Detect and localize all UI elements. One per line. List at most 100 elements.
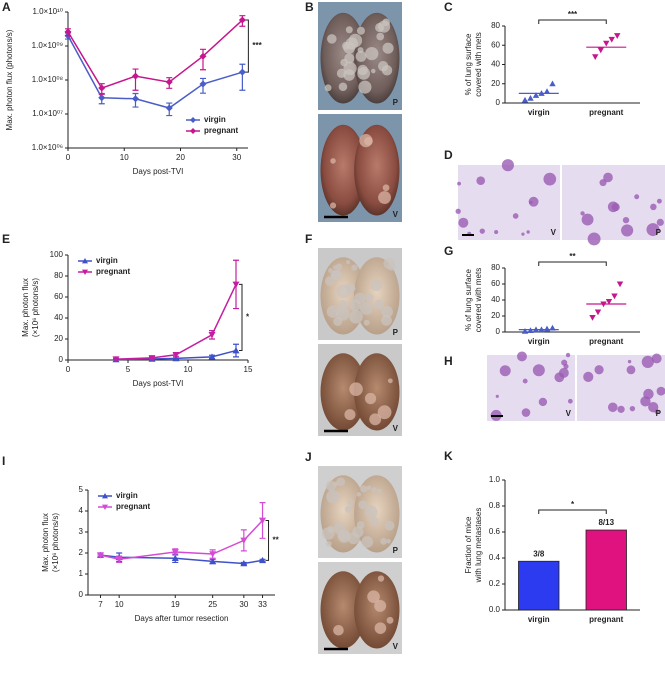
lung [320,124,366,216]
point [238,68,246,76]
legend-marker [190,128,196,134]
tumor-focus [650,203,657,211]
tumor-focus [641,355,654,369]
nodule [386,539,391,544]
tumor-focus [581,213,594,226]
point [532,92,540,98]
tumor-focus [521,232,525,236]
tumor-focus [603,172,613,183]
legend-label: pregnant [116,502,151,511]
nodule [346,260,351,265]
significance-label: *** [252,41,262,50]
nodule [370,517,379,526]
value-label: 3/8 [533,549,545,558]
nodule [337,530,351,543]
legend-label: virgin [116,491,138,500]
panel-letter: I [2,454,5,468]
nodule [382,184,390,192]
nodule [387,378,393,384]
photo: P [318,248,402,340]
point [597,47,604,54]
point [132,95,139,103]
photo-label: V [551,228,557,237]
nodule [333,316,343,326]
tumor-focus [499,365,511,377]
nodule [378,20,391,33]
tumor-focus [521,408,531,417]
nodule [326,489,340,504]
significance-bracket [538,509,607,515]
nodule [351,264,358,271]
nodule [343,41,356,54]
nodule [335,263,343,271]
tumor-focus [656,386,665,396]
nodule [338,82,348,92]
y-axis-label: (×10⁶ photons/s) [51,513,60,572]
point [608,36,615,43]
point [115,556,123,563]
point [98,94,106,102]
panel-letter: C [444,0,453,14]
x-tick-label: 30 [239,600,248,609]
tumor-focus [512,213,519,219]
tumor-focus [656,198,662,204]
point [232,347,240,354]
nodule [376,32,385,41]
bar [518,560,560,611]
nodule [378,61,389,72]
tumor-focus [640,396,651,407]
y-tick-label: 60 [54,292,63,301]
nodule [384,520,395,531]
nodule [364,392,377,405]
tumor-focus [607,402,618,413]
photo: P [577,353,665,421]
tumor-focus [629,405,636,412]
series-line [67,19,243,89]
tumor-focus [526,230,530,234]
nodule [324,84,332,92]
nodule [382,42,394,54]
tumor-focus [476,176,486,185]
nodule [349,310,363,324]
significance-label: * [246,313,250,322]
nodule [367,590,380,604]
y-tick-label: 0.0 [489,605,501,614]
panel-letter: H [444,354,453,368]
tumor-focus [651,353,662,364]
y-axis-label: Max. photon flux [41,513,50,572]
point [521,328,529,334]
series-line [100,519,264,561]
photo: V [318,562,402,654]
point [96,552,104,559]
photo: P [562,165,665,246]
photo-label: P [393,328,399,337]
point [171,554,179,562]
y-tick-label: 3 [79,527,84,536]
y-tick-label: 60 [491,279,500,288]
nodule [360,485,368,493]
nodule [325,540,332,547]
x-tick-label: 5 [126,365,131,374]
x-tick-label: 25 [208,600,217,609]
point [148,355,156,362]
tumor-focus [501,159,514,172]
nodule [356,520,365,529]
y-tick-label: 5 [79,485,84,494]
y-tick-label: 40 [491,60,500,69]
nodule [340,58,348,67]
nodule [381,306,393,318]
x-tick-label: pregnant [589,337,624,346]
nodule [359,301,373,315]
nodule [387,262,396,271]
x-tick-label: 10 [184,365,193,374]
legend-marker [82,258,88,264]
y-axis-label: with lung metastases [474,508,483,584]
lung [320,353,366,431]
y-tick-label: 1.0 [489,475,501,484]
panel-letter: F [305,232,312,246]
error-bar [132,68,139,91]
tumor-focus [543,172,557,186]
point [594,309,602,316]
nodule [345,26,353,34]
